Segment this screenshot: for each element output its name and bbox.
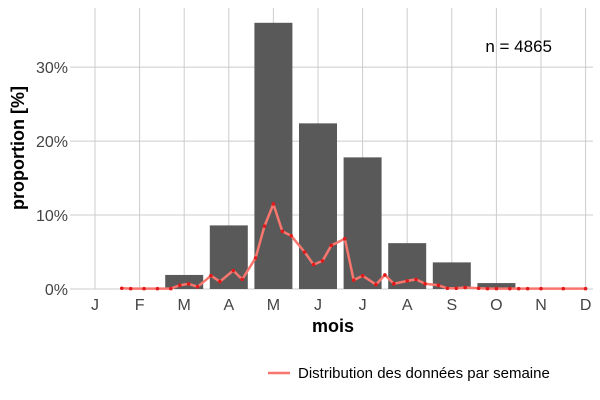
weekly-point bbox=[240, 277, 244, 282]
weekly-point bbox=[262, 224, 267, 228]
y-axis-title: proportion [%] bbox=[8, 86, 28, 210]
weekly-point bbox=[374, 282, 378, 287]
x-tick-label: J bbox=[314, 297, 322, 314]
weekly-point bbox=[436, 283, 441, 288]
weekly-point bbox=[476, 286, 481, 291]
weekly-point bbox=[302, 250, 307, 254]
x-tick-label: M bbox=[178, 297, 191, 314]
weekly-point bbox=[525, 286, 530, 291]
weekly-point bbox=[155, 286, 160, 291]
weekly-point bbox=[342, 236, 347, 241]
weekly-point bbox=[445, 286, 450, 291]
weekly-point bbox=[311, 262, 316, 267]
weekly-point bbox=[218, 279, 222, 284]
x-axis-title: mois bbox=[312, 316, 354, 336]
bar-J bbox=[343, 157, 382, 289]
weekly-point bbox=[392, 282, 396, 286]
legend-label: Distribution des données par semaine bbox=[298, 365, 550, 382]
legend: Distribution des données par semaine bbox=[268, 365, 550, 382]
weekly-point bbox=[271, 202, 276, 206]
weekly-distribution-series bbox=[119, 202, 588, 291]
x-tick-label: O bbox=[490, 297, 502, 314]
weekly-point bbox=[351, 278, 356, 282]
bar-J bbox=[299, 123, 337, 289]
x-tick-label: A bbox=[223, 297, 234, 314]
y-tick-label: 10% bbox=[36, 208, 68, 225]
weekly-point bbox=[329, 243, 334, 248]
weekly-point bbox=[128, 286, 133, 291]
grid-lines bbox=[70, 8, 593, 290]
weekly-point bbox=[405, 279, 410, 283]
y-axis-ticks: 0% 10% 20% 30% bbox=[36, 60, 68, 299]
weekly-point bbox=[494, 286, 499, 291]
weekly-point bbox=[454, 286, 459, 291]
weekly-point bbox=[423, 282, 427, 286]
weekly-point bbox=[516, 286, 521, 291]
weekly-point bbox=[280, 229, 285, 234]
weekly-point bbox=[253, 256, 258, 260]
bar-M bbox=[254, 22, 293, 289]
bar-series bbox=[165, 22, 516, 289]
weekly-point bbox=[177, 283, 182, 288]
x-tick-label: A bbox=[402, 297, 413, 314]
weekly-point bbox=[142, 286, 146, 291]
x-tick-label: J bbox=[91, 297, 99, 314]
weekly-point bbox=[485, 286, 490, 291]
x-tick-label: F bbox=[135, 297, 145, 314]
x-tick-label: D bbox=[580, 297, 592, 314]
bar-O bbox=[477, 283, 516, 289]
weekly-point bbox=[383, 273, 387, 277]
y-tick-label: 0% bbox=[45, 282, 68, 299]
weekly-point bbox=[414, 277, 418, 282]
x-tick-label: S bbox=[446, 297, 457, 314]
weekly-point bbox=[209, 273, 213, 278]
x-tick-label: N bbox=[535, 297, 547, 314]
weekly-point bbox=[463, 285, 467, 290]
weekly-point bbox=[289, 233, 294, 238]
weekly-point bbox=[320, 259, 325, 263]
weekly-point bbox=[507, 286, 512, 291]
weekly-point bbox=[231, 268, 236, 273]
weekly-point bbox=[539, 286, 543, 291]
y-tick-label: 30% bbox=[36, 60, 68, 77]
weekly-point bbox=[583, 286, 588, 291]
x-tick-label: M bbox=[267, 297, 280, 314]
sample-size-annotation: n = 4865 bbox=[485, 37, 552, 56]
weekly-point bbox=[119, 286, 124, 291]
weekly-point bbox=[169, 286, 173, 291]
y-tick-label: 20% bbox=[36, 134, 68, 151]
weekly-point bbox=[561, 286, 566, 291]
weekly-point bbox=[186, 282, 191, 286]
x-tick-label: J bbox=[359, 297, 367, 314]
weekly-point bbox=[360, 273, 365, 278]
weekly-point bbox=[195, 284, 200, 289]
